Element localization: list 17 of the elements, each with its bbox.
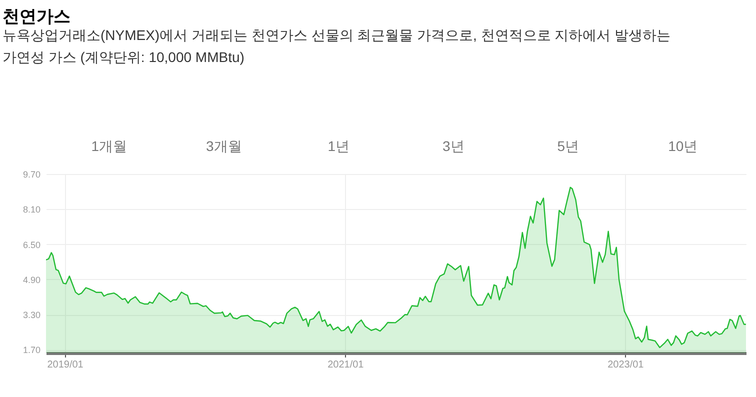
y-tick-label: 1.70 [22,345,40,356]
text: 10년 [668,138,698,154]
x-tick-label: 2023/01 [608,360,644,370]
y-tick-label: 9.70 [22,170,40,180]
text: 1개월 [91,138,128,154]
y-tick-label: 3.30 [22,310,40,320]
text: 3개월 [206,138,242,154]
x-tick-label: 2021/01 [328,360,364,370]
x-tick-label: 2019/01 [47,360,84,370]
y-tick-label: 8.10 [22,204,40,215]
text: 1년 [328,138,350,154]
y-tick-label: 4.90 [22,274,40,285]
y-tick-label: 6.50 [22,240,40,250]
chart-title: 천연가스 [2,7,70,26]
text: 3년 [442,138,464,154]
chart-subtitle: 뉴욕상업거래소(NYMEX)에서 거래되는 천연가스 선물의 최근월물 가격으로, 천연적으로 지하에서 발생하는 가연성 가스 (계약단위: 10,000 MMBtu) [2,27,671,65]
text: 5년 [557,138,580,154]
